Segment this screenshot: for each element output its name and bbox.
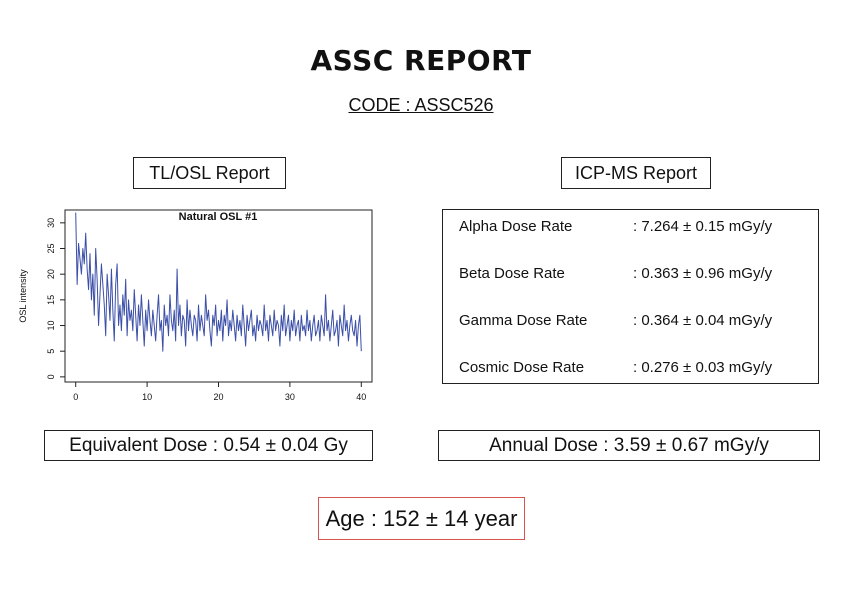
- annual-dose-box: Annual Dose : 3.59 ± 0.67 mGy/y: [438, 430, 820, 461]
- report-code: CODE : ASSC526: [348, 95, 494, 115]
- icp-ms-dose-box: Alpha Dose Rate : 7.264 ± 0.15 mGy/y Bet…: [442, 209, 819, 384]
- beta-dose-value: : 0.363 ± 0.96 mGy/y: [633, 265, 773, 282]
- icp-ms-report-label: ICP-MS Report: [561, 157, 711, 189]
- osl-chart: Natural OSL #1 OSL intensity 0 10 20 30 40 0…: [18, 209, 373, 402]
- x-tick-label: 30: [285, 392, 295, 402]
- cosmic-dose-value: : 0.276 ± 0.03 mGy/y: [633, 359, 773, 376]
- y-tick-label: 25: [46, 243, 56, 253]
- gamma-dose-label: Gamma Dose Rate: [459, 312, 588, 329]
- y-axis-label: OSL intensity: [18, 269, 28, 323]
- beta-dose-label: Beta Dose Rate: [459, 265, 565, 282]
- osl-series-line: [75, 212, 362, 352]
- series-group: [75, 212, 362, 352]
- gamma-dose-value: : 0.364 ± 0.04 mGy/y: [633, 312, 773, 329]
- y-tick-label: 0: [46, 374, 56, 379]
- y-tick-label: 30: [46, 218, 56, 228]
- cosmic-dose-label: Cosmic Dose Rate: [459, 359, 585, 376]
- x-axis: 0 10 20 30 40: [73, 381, 366, 402]
- y-tick-label: 15: [46, 295, 56, 305]
- age-result-box: Age : 152 ± 14 year: [318, 497, 525, 540]
- x-tick-label: 20: [213, 392, 223, 402]
- tl-osl-report-label: TL/OSL Report: [133, 157, 286, 189]
- equivalent-dose-box: Equivalent Dose : 0.54 ± 0.04 Gy: [44, 430, 373, 461]
- y-tick-label: 10: [46, 321, 56, 331]
- y-tick-label: 20: [46, 269, 56, 279]
- x-tick-label: 40: [356, 392, 366, 402]
- y-tick-label: 5: [46, 349, 56, 354]
- x-tick-label: 10: [142, 392, 152, 402]
- x-tick-label: 0: [73, 392, 78, 402]
- alpha-dose-label: Alpha Dose Rate: [459, 218, 573, 235]
- alpha-dose-value: : 7.264 ± 0.15 mGy/y: [633, 218, 773, 235]
- report-title: ASSC REPORT: [310, 44, 532, 77]
- y-axis: 0 5 10 15 20 25 30: [46, 218, 66, 379]
- chart-title: Natural OSL #1: [179, 211, 258, 223]
